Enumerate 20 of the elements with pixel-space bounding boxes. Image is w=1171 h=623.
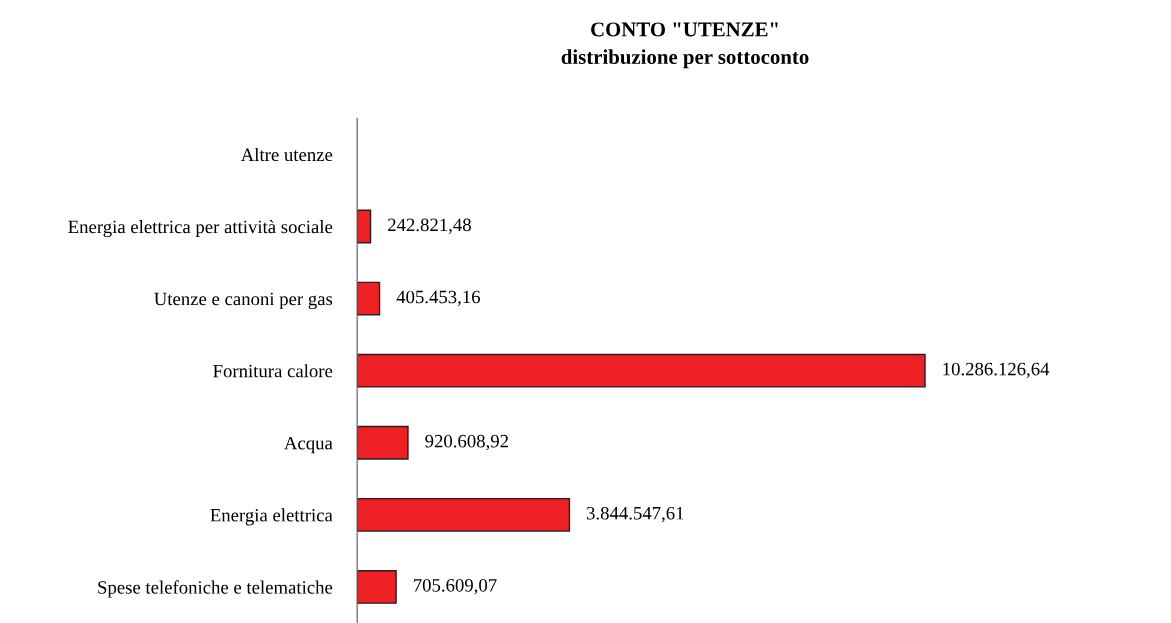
- data-label: 920.608,92: [425, 434, 508, 451]
- data-label: 10.286.126,64: [943, 362, 1050, 379]
- data-label: 405.453,16: [396, 290, 481, 306]
- data-label: 3.844.547,61: [586, 506, 684, 523]
- y-tick-label: Spese telefoniche e telematiche: [98, 580, 333, 598]
- bar: [357, 570, 397, 604]
- bar: [357, 209, 372, 244]
- chart-title: CONTO "UTENZE" distribuzione per sottoconto: [561, 22, 809, 69]
- y-tick-label: Fornitura calore: [213, 364, 333, 378]
- data-label: 242.821,48: [388, 218, 471, 234]
- data-label: 705.609,07: [414, 579, 497, 595]
- bar: [357, 281, 381, 316]
- bar: [357, 497, 571, 532]
- y-tick-label: Energia elettrica: [210, 508, 333, 526]
- y-tick-label: Acqua: [284, 436, 333, 454]
- bar: [357, 353, 926, 388]
- y-tick-label: Utenze e canoni per gas: [154, 292, 333, 310]
- y-tick-label: Altre utenze: [240, 147, 333, 162]
- y-tick-label: Energia elettrica per attività sociale: [68, 219, 333, 238]
- bar: [357, 425, 409, 460]
